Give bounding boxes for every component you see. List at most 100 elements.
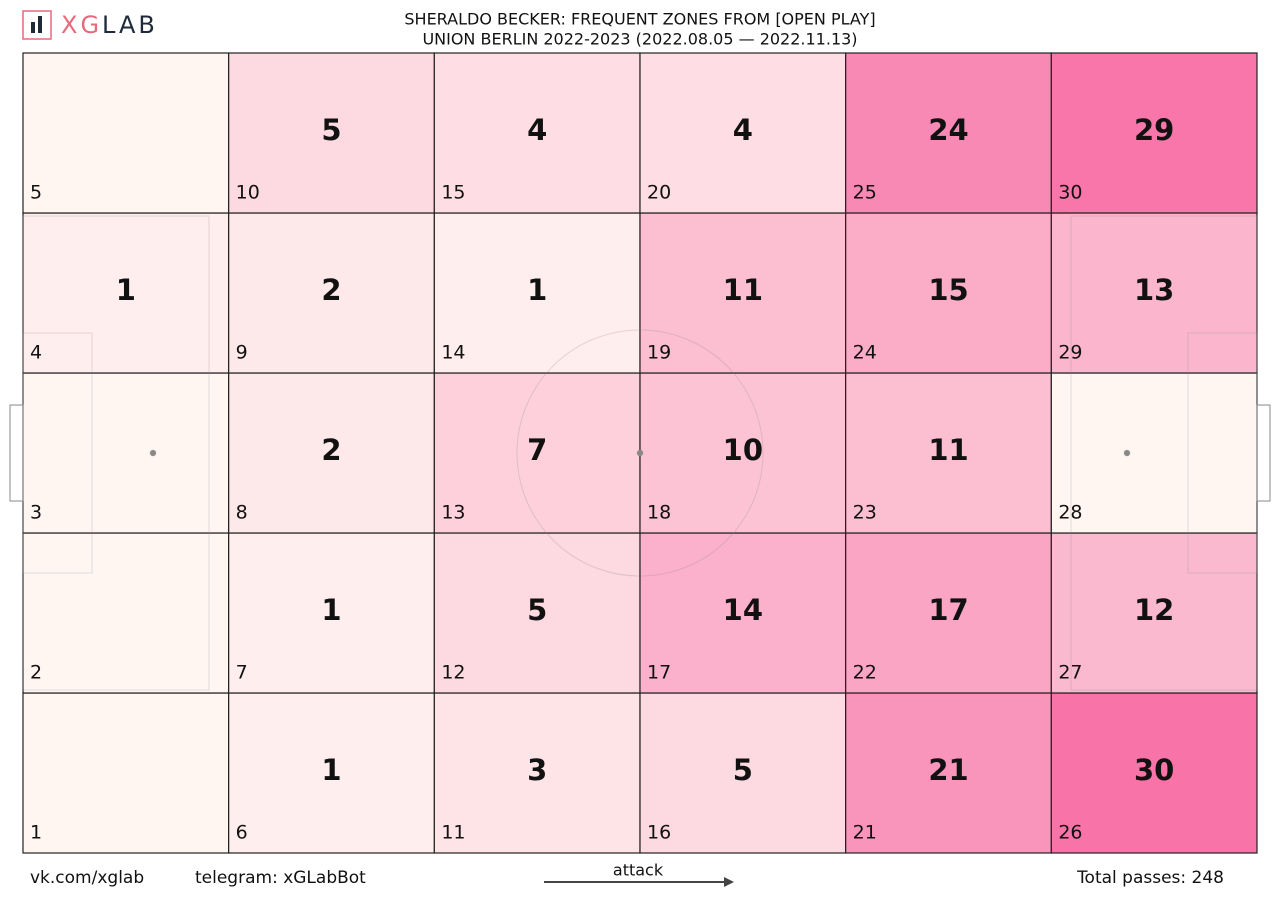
zone-cell	[1050, 532, 1258, 694]
zone-empty	[22, 372, 230, 534]
zone-cell	[228, 532, 435, 694]
zone-number: 9	[236, 342, 248, 364]
logo-bar	[31, 22, 35, 33]
zone-number: 4	[30, 342, 42, 364]
zone-count: 14	[723, 593, 763, 627]
zone-cell	[845, 372, 1052, 534]
zone-number: 12	[441, 662, 465, 684]
chart-title: SHERALDO BECKER: FREQUENT ZONES FROM [OP…	[404, 10, 875, 29]
zone-number: 21	[853, 822, 877, 844]
chart-subtitle: UNION BERLIN 2022-2023 (2022.08.05 — 202…	[422, 30, 857, 49]
zone-cell	[639, 212, 847, 374]
zone-cell	[228, 52, 435, 214]
zone-count: 11	[928, 433, 968, 467]
zone-cell	[433, 532, 641, 694]
zone-number: 26	[1058, 822, 1082, 844]
footer-total: Total passes: 248	[1076, 868, 1224, 888]
logo: XGLAB	[22, 10, 158, 40]
zone-cell	[639, 52, 847, 214]
zone-number: 14	[441, 342, 465, 364]
zone-number: 24	[853, 342, 877, 364]
zones	[22, 52, 1258, 854]
zone-number: 13	[441, 502, 465, 524]
zone-count: 2	[321, 273, 341, 307]
zone-count: 12	[1134, 593, 1174, 627]
logo-box	[22, 10, 52, 40]
zone-number: 20	[647, 182, 671, 204]
zone-cell	[639, 372, 847, 534]
zone-cell	[639, 692, 847, 854]
logo-rest: LAB	[102, 11, 158, 39]
footer-telegram: telegram: xGLabBot	[195, 868, 366, 888]
penalty-spot	[1123, 449, 1131, 457]
zone-count: 4	[527, 113, 547, 147]
zone-number: 25	[853, 182, 877, 204]
zone-empty	[22, 52, 230, 214]
zone-cell	[22, 212, 230, 374]
attack-label: attack	[613, 861, 664, 880]
zone-count: 11	[723, 273, 763, 307]
zone-number: 22	[853, 662, 877, 684]
zone-number: 29	[1058, 342, 1082, 364]
zone-labels: 1234156171829210511312513714115416517141…	[30, 113, 1174, 844]
zone-count: 15	[928, 273, 968, 307]
zone-cell	[845, 692, 1052, 854]
zone-cell	[639, 532, 847, 694]
zone-count: 1	[527, 273, 547, 307]
goal	[1256, 404, 1271, 502]
zone-number: 7	[236, 662, 248, 684]
zone-cell	[1050, 692, 1258, 854]
zone-count: 1	[321, 593, 341, 627]
center-circle	[516, 329, 764, 577]
zone-count: 24	[928, 113, 968, 147]
zone-empty	[22, 692, 230, 854]
zone-count: 21	[928, 753, 968, 787]
zone-count: 17	[928, 593, 968, 627]
zone-cell	[228, 212, 435, 374]
zone-cell	[1050, 212, 1258, 374]
zone-number: 27	[1058, 662, 1082, 684]
zone-count: 29	[1134, 113, 1174, 147]
zone-count: 1	[321, 753, 341, 787]
zone-cell	[845, 52, 1052, 214]
zone-cell	[433, 372, 641, 534]
center-spot	[636, 449, 644, 457]
zone-cell	[228, 372, 435, 534]
zone-number: 28	[1058, 502, 1082, 524]
logo-accent: XG	[61, 11, 102, 39]
zone-number: 11	[441, 822, 465, 844]
attack-arrow-head	[724, 877, 734, 887]
zone-count: 10	[723, 433, 763, 467]
zone-empty	[22, 532, 230, 694]
zone-count: 5	[733, 753, 753, 787]
zone-cell	[433, 52, 641, 214]
zone-count: 5	[321, 113, 341, 147]
zone-number: 17	[647, 662, 671, 684]
zone-count: 7	[527, 433, 547, 467]
zone-number: 23	[853, 502, 877, 524]
zone-number: 18	[647, 502, 671, 524]
zone-number: 5	[30, 182, 42, 204]
zone-count: 5	[527, 593, 547, 627]
zone-count: 4	[733, 113, 753, 147]
zone-count: 13	[1134, 273, 1174, 307]
zone-cell	[228, 692, 435, 854]
zone-number: 3	[30, 502, 42, 524]
zone-number: 15	[441, 182, 465, 204]
zone-count: 2	[321, 433, 341, 467]
zone-number: 6	[236, 822, 248, 844]
zone-number: 10	[236, 182, 260, 204]
zone-number: 30	[1058, 182, 1082, 204]
zone-number: 2	[30, 662, 42, 684]
penalty-spot	[149, 449, 157, 457]
goal	[9, 404, 24, 502]
zone-count: 30	[1134, 753, 1174, 787]
logo-bar	[38, 16, 42, 33]
zone-cell	[1050, 52, 1258, 214]
zone-count: 1	[116, 273, 136, 307]
zone-number: 16	[647, 822, 671, 844]
zone-number: 1	[30, 822, 42, 844]
logo-text: XGLAB	[61, 11, 158, 39]
footer-vk: vk.com/xglab	[30, 868, 144, 888]
